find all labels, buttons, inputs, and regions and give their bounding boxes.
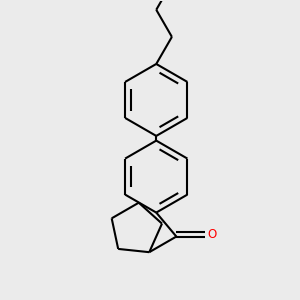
Text: O: O bbox=[207, 228, 216, 241]
